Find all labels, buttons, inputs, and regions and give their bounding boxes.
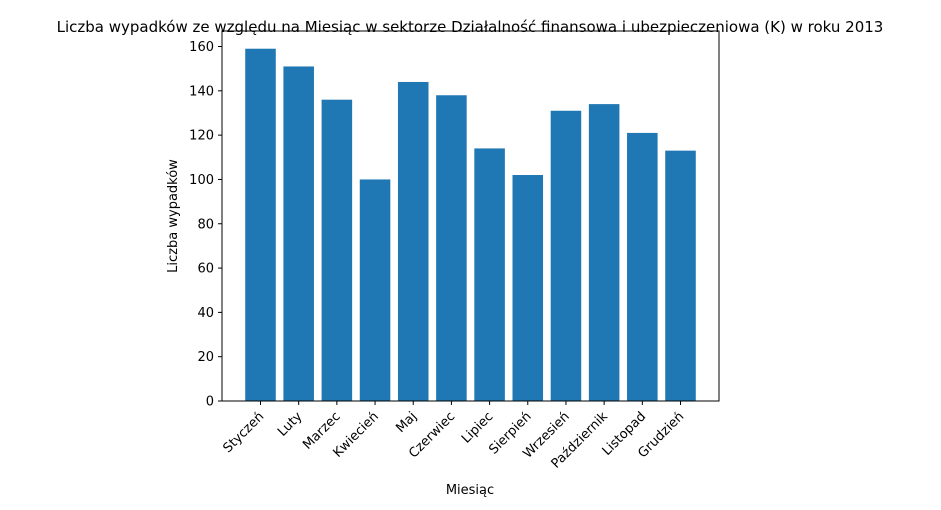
y-tick-label-1: 20 [197,350,214,365]
y-axis-ticks: 0 20 40 60 80 100 120 140 160 [189,40,222,410]
bars-group [245,48,696,402]
y-tick-label-3: 60 [197,262,214,277]
bar-7 [512,175,544,401]
y-axis-label: Liczba wypadków [166,159,181,273]
y-tick-label-7: 140 [189,84,214,99]
bar-2 [321,99,353,402]
y-tick-label-0: 0 [206,395,214,410]
x-tick-label-6: Lipiec [459,409,496,446]
x-tick-label-0: Styczeń [220,409,267,456]
x-tick-label-4: Maj [393,409,420,436]
bar-11 [665,150,696,401]
plot-frame [221,30,720,402]
chart-title: Liczba wypadków ze względu na Miesiąc w … [57,18,884,36]
bar-8 [550,110,582,401]
bar-9 [588,104,620,401]
bar-5 [436,95,467,401]
y-tick-label-6: 120 [189,129,214,144]
bar-4 [397,81,429,402]
y-tick-label-4: 80 [197,217,214,232]
x-tick-label-1: Luty [275,409,306,440]
bar-10 [627,132,658,401]
y-tick-label-2: 40 [197,306,214,321]
bar-0 [245,48,276,402]
x-axis-label: Miesiąc [446,483,494,498]
y-tick-label-5: 100 [189,173,214,188]
bar-1 [283,66,314,402]
y-tick-label-8: 160 [189,40,214,55]
bar-3 [359,179,391,401]
bar-6 [474,148,505,401]
